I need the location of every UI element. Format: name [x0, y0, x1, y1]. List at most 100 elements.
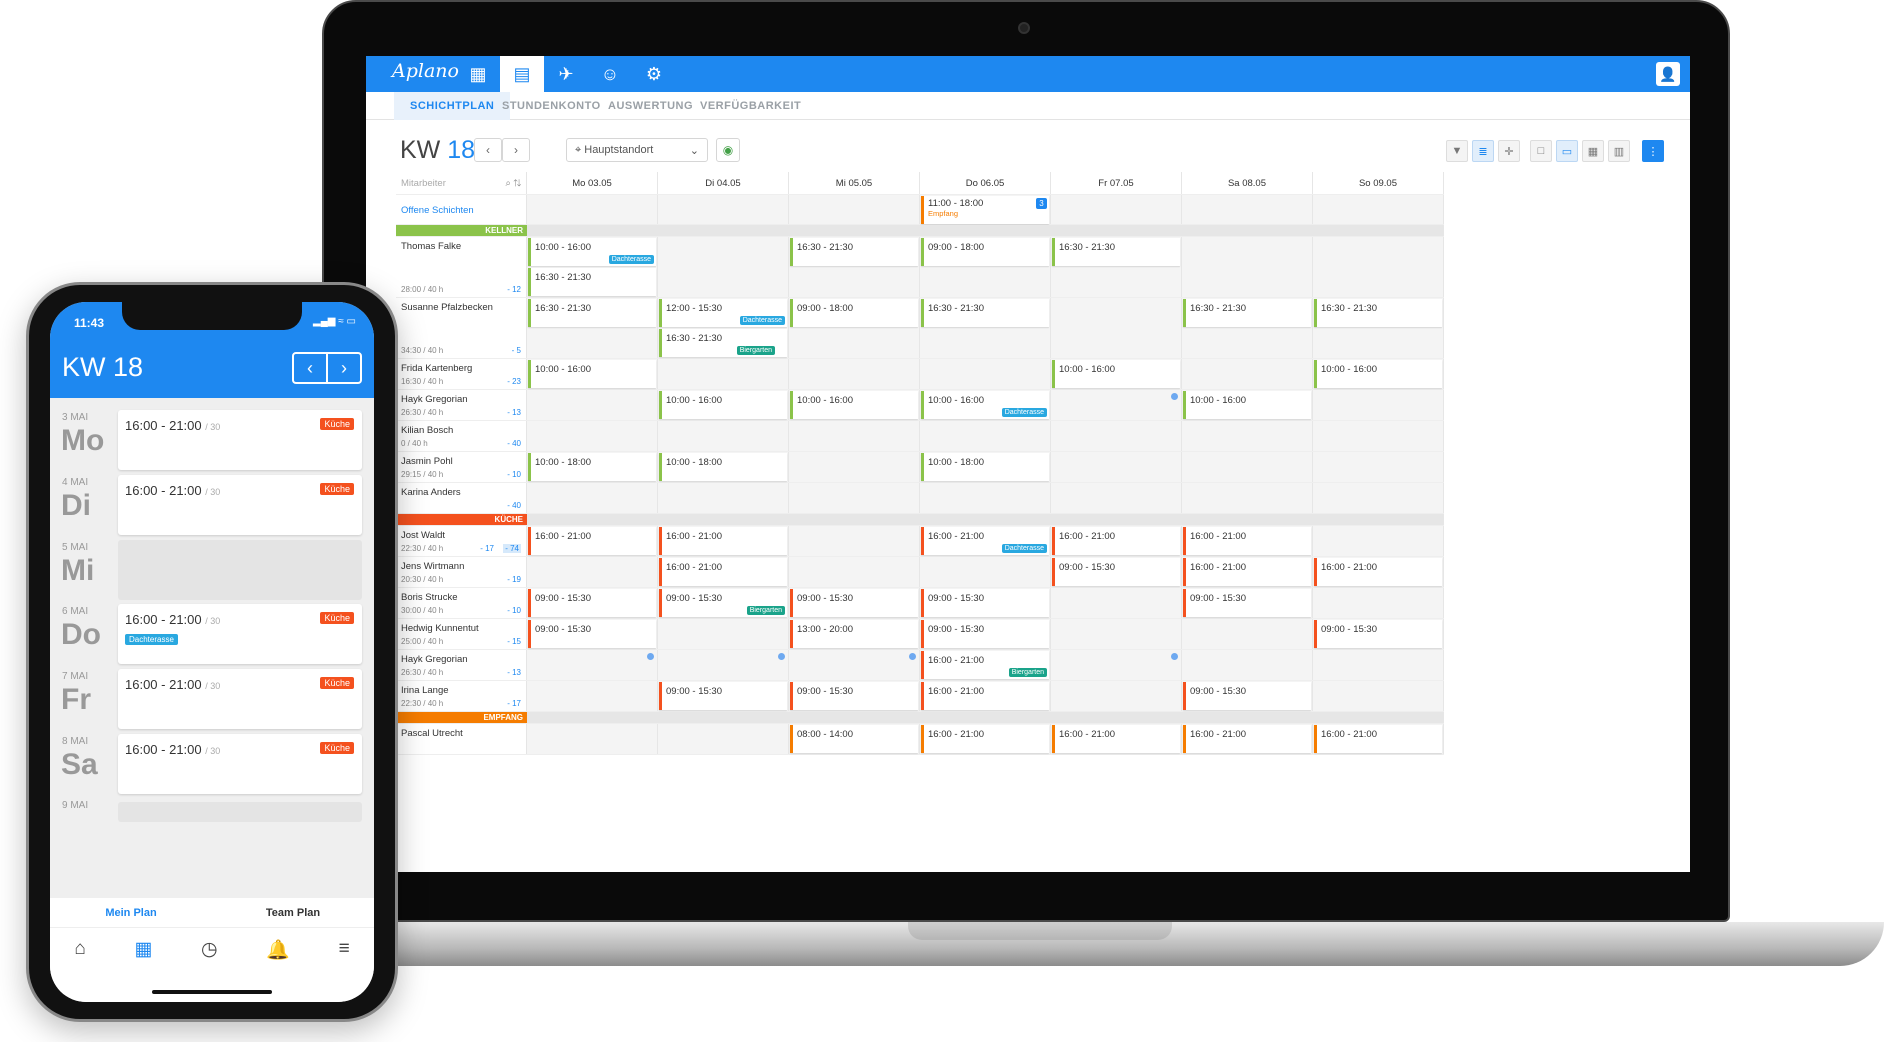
phone-shift-card[interactable]: 16:00 - 21:00 / 30 Küche [118, 475, 362, 535]
group-empfang[interactable]: EMPFANG [396, 712, 1444, 724]
month-view-icon[interactable]: ▦ [1582, 140, 1604, 162]
shift-block[interactable]: 10:00 - 16:00 [790, 391, 918, 419]
menu-icon[interactable]: ≡ [338, 938, 350, 959]
open-shift[interactable]: 11:00 - 18:00 Empfang 3 [921, 196, 1049, 224]
location-select[interactable]: ⌖ Hauptstandort ⌄ [566, 138, 708, 162]
shift-block[interactable]: 09:00 - 15:30 [921, 589, 1049, 617]
employee-cell[interactable]: Susanne Pfalzbecken 34:30 / 40 h- 5 [396, 298, 527, 358]
prev-week-button[interactable]: ‹ [474, 138, 502, 162]
split-icon[interactable]: ✛ [1498, 140, 1520, 162]
users-icon[interactable]: ☺ [600, 63, 620, 84]
visibility-icon[interactable]: ◉ [716, 138, 740, 162]
employee-cell[interactable]: Pascal Utrecht [396, 724, 527, 754]
tab-schichtplan[interactable]: SCHICHTPLAN [394, 92, 511, 120]
phone-shift-card[interactable]: 16:00 - 21:00 / 30 Küche [118, 669, 362, 729]
shift-block[interactable]: 16:00 - 21:00 [659, 558, 787, 586]
shift-block[interactable]: 16:00 - 21:00 [921, 682, 1049, 710]
group-kellner[interactable]: KELLNER [396, 225, 1444, 237]
employee-cell[interactable]: Thomas Falke 28:00 / 40 h- 12 [396, 237, 527, 297]
user-account-icon[interactable]: 👤 [1656, 62, 1680, 86]
calendar-icon[interactable]: ▤ [500, 56, 544, 92]
tab-stundenkonto[interactable]: STUNDENKONTO [502, 100, 601, 112]
employee-cell[interactable]: Hayk Gregorian 26:30 / 40 h- 13 [396, 650, 527, 680]
shift-block[interactable]: 16:00 - 21:00 [1183, 558, 1311, 586]
shift-block[interactable]: 10:00 - 16:00 Dachterasse [528, 238, 656, 266]
clock-icon[interactable]: ◷ [201, 939, 218, 960]
shift-block[interactable]: 09:00 - 15:30 [528, 589, 656, 617]
tab-verfuegbarkeit[interactable]: VERFÜGBARKEIT [700, 100, 802, 112]
shift-block[interactable]: 10:00 - 16:00 Dachterasse [921, 391, 1049, 419]
phone-prev-button[interactable]: ‹ [294, 354, 328, 382]
grid-view-icon[interactable]: ▥ [1608, 140, 1630, 162]
shift-block[interactable]: 10:00 - 18:00 [528, 453, 656, 481]
tab-team-plan[interactable]: Team Plan [265, 907, 321, 919]
employee-cell[interactable]: Hayk Gregorian 26:30 / 40 h- 13 [396, 390, 527, 420]
shift-block[interactable]: 16:30 - 21:30 [921, 299, 1049, 327]
shift-block[interactable]: 09:00 - 15:30 [1183, 589, 1311, 617]
shift-block[interactable]: 16:00 - 21:00 [1183, 527, 1311, 555]
shift-block[interactable]: 16:30 - 21:30 [790, 238, 918, 266]
shift-block[interactable]: 10:00 - 16:00 [1314, 360, 1442, 388]
filter-icon[interactable]: ▼ [1446, 140, 1468, 162]
shift-block[interactable]: 09:00 - 15:30 Biergarten [659, 589, 787, 617]
tab-mein-plan[interactable]: Mein Plan [105, 907, 157, 919]
next-week-button[interactable]: › [502, 138, 530, 162]
shift-block[interactable]: 16:00 - 21:00 [1314, 558, 1442, 586]
employee-cell[interactable]: Jost Waldt 22:30 / 40 h- 17- 74 [396, 526, 527, 556]
plane-icon[interactable]: ✈ [558, 63, 574, 84]
employee-cell[interactable]: Jens Wirtmann 20:30 / 40 h- 19 [396, 557, 527, 587]
shift-block[interactable]: 10:00 - 16:00 [1052, 360, 1180, 388]
group-kueche[interactable]: KÜCHE [396, 514, 1444, 526]
day-view-icon[interactable]: □ [1530, 140, 1552, 162]
phone-shift-card[interactable]: 16:00 - 21:00 / 30 Küche [118, 734, 362, 794]
shift-block[interactable]: 09:00 - 18:00 [790, 299, 918, 327]
shift-block[interactable]: 12:00 - 15:30 Dachterasse [659, 299, 787, 327]
employee-search[interactable]: Mitarbeiter ⌕ ⇅ [396, 172, 527, 194]
calendar-icon[interactable]: ▦ [134, 939, 153, 960]
shift-block[interactable]: 16:30 - 21:30 [1052, 238, 1180, 266]
shift-block[interactable]: 10:00 - 16:00 [1183, 391, 1311, 419]
shift-block[interactable]: 13:00 - 20:00 [790, 620, 918, 648]
shift-block[interactable]: 16:00 - 21:00 [1183, 725, 1311, 753]
shift-block[interactable]: 10:00 - 18:00 [659, 453, 787, 481]
shift-block[interactable]: 16:30 - 21:30 [1314, 299, 1442, 327]
week-view-icon[interactable]: ▭ [1556, 140, 1578, 162]
app-logo[interactable]: Aplano [392, 60, 459, 82]
shift-block[interactable]: 16:00 - 21:00 [1314, 725, 1442, 753]
shift-block[interactable]: 09:00 - 15:30 [1183, 682, 1311, 710]
shift-block[interactable]: 09:00 - 15:30 [1314, 620, 1442, 648]
tab-auswertung[interactable]: AUSWERTUNG [608, 100, 694, 112]
shift-block[interactable]: 09:00 - 15:30 [1052, 558, 1180, 586]
employee-cell[interactable]: Karina Anders - 40 [396, 483, 527, 513]
shift-block[interactable]: 16:30 - 21:30 Biergarten [659, 329, 787, 357]
phone-next-button[interactable]: › [341, 358, 347, 378]
shift-block[interactable]: 10:00 - 18:00 [921, 453, 1049, 481]
employee-cell[interactable]: Hedwig Kunnentut 25:00 / 40 h- 15 [396, 619, 527, 649]
shift-block[interactable]: 16:00 - 21:00 [1052, 527, 1180, 555]
shift-block[interactable]: 09:00 - 15:30 [790, 589, 918, 617]
phone-shift-card[interactable]: 16:00 - 21:00 / 30 Küche [118, 410, 362, 470]
employee-cell[interactable]: Irina Lange 22:30 / 40 h- 17 [396, 681, 527, 711]
shift-block[interactable]: 16:30 - 21:30 [528, 268, 656, 296]
shift-block[interactable]: 10:00 - 16:00 [659, 391, 787, 419]
phone-shift-card[interactable]: 16:00 - 21:00 / 30 Küche Dachterasse [118, 604, 362, 664]
shift-block[interactable]: 16:30 - 21:30 [528, 299, 656, 327]
dashboard-icon[interactable]: ▦ [469, 63, 487, 84]
shift-block[interactable]: 08:00 - 14:00 [790, 725, 918, 753]
shift-block[interactable]: 09:00 - 18:00 [921, 238, 1049, 266]
employee-cell[interactable]: Boris Strucke 30:00 / 40 h- 10 [396, 588, 527, 618]
shift-block[interactable]: 10:00 - 16:00 [528, 360, 656, 388]
more-menu-icon[interactable]: ⋮ [1642, 140, 1664, 162]
employee-cell[interactable]: Kilian Bosch 0 / 40 h- 40 [396, 421, 527, 451]
shift-block[interactable]: 16:00 - 21:00 [1052, 725, 1180, 753]
home-icon[interactable]: ⌂ [74, 938, 86, 959]
shift-block[interactable]: 16:00 - 21:00 Biergarten [921, 651, 1049, 679]
shift-block[interactable]: 16:00 - 21:00 [659, 527, 787, 555]
shift-block[interactable]: 09:00 - 15:30 [659, 682, 787, 710]
shift-block[interactable]: 16:30 - 21:30 [1183, 299, 1311, 327]
shift-block[interactable]: 16:00 - 21:00 [528, 527, 656, 555]
shift-block[interactable]: 16:00 - 21:00 Dachterasse [921, 527, 1049, 555]
list-view-icon[interactable]: ≣ [1472, 140, 1494, 162]
bell-icon[interactable]: 🔔 [266, 940, 290, 961]
shift-block[interactable]: 09:00 - 15:30 [528, 620, 656, 648]
